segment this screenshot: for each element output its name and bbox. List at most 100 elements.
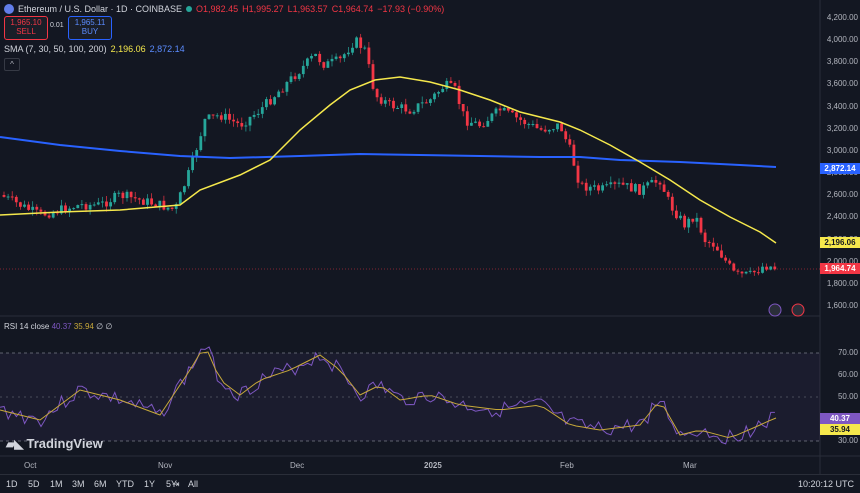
candle-body xyxy=(383,100,387,104)
candle-body xyxy=(547,129,551,132)
timeframe-button[interactable]: All xyxy=(188,479,199,489)
candle-body xyxy=(539,128,543,130)
candle-body xyxy=(580,182,584,184)
sell-button[interactable]: 1,965.10 SELL xyxy=(4,16,48,40)
candle-body xyxy=(560,123,563,132)
candle-body xyxy=(252,114,256,117)
candle-body xyxy=(203,118,207,137)
candle-body xyxy=(109,202,112,207)
candle-body xyxy=(277,91,281,98)
candle-body xyxy=(232,119,235,122)
ohlc-close: C1,964.74 xyxy=(331,4,374,14)
candle-body xyxy=(392,100,395,109)
candle-body xyxy=(289,76,293,82)
sma-legend[interactable]: SMA (7, 30, 50, 100, 200) 2,196.06 2,872… xyxy=(4,44,185,54)
candle-body xyxy=(474,121,477,123)
candle-body xyxy=(199,136,203,151)
candle-body xyxy=(658,182,662,185)
buy-price: 1,965.11 xyxy=(74,18,106,27)
candle-body xyxy=(150,198,153,205)
price-axis-tick: 3,800.00 xyxy=(826,57,858,67)
tradingview-logo: ▰◣ TradingView xyxy=(6,436,103,451)
candle-body xyxy=(388,100,391,102)
symbol-title[interactable]: Ethereum / U.S. Dollar · 1D · COINBASE xyxy=(18,4,183,14)
candle-body xyxy=(88,204,92,210)
candle-body xyxy=(92,204,96,206)
candle-body xyxy=(765,266,768,270)
candle-body xyxy=(142,199,145,205)
candle-body xyxy=(527,124,531,126)
timeframe-button[interactable]: 1M xyxy=(50,479,63,489)
candle-body xyxy=(552,129,555,131)
candle-body xyxy=(117,192,121,194)
candle-body xyxy=(359,37,363,48)
candle-body xyxy=(494,108,498,114)
candle-body xyxy=(609,182,613,185)
candle-body xyxy=(642,185,645,195)
price-chart[interactable] xyxy=(0,0,860,474)
candle-body xyxy=(162,200,166,210)
candle-body xyxy=(617,182,621,184)
candle-body xyxy=(769,266,773,270)
rsi-axis-tick: 70.00 xyxy=(837,348,858,357)
candle-body xyxy=(166,207,170,210)
candle-body xyxy=(699,217,703,233)
clock[interactable]: 10:20:12 UTC xyxy=(797,479,854,489)
rsi-value-2: 35.94 xyxy=(73,322,94,331)
candle-body xyxy=(47,215,51,218)
time-axis-label: 2025 xyxy=(424,461,442,470)
timeframe-button[interactable]: 5Y xyxy=(166,479,178,489)
rsi-legend[interactable]: RSI 14 close 40.37 35.94 ∅ ∅ xyxy=(4,322,112,331)
price-axis-tick: 4,000.00 xyxy=(826,35,858,45)
candles-group xyxy=(2,33,777,278)
date-range-icon[interactable]: ⇥ xyxy=(172,479,180,489)
candle-body xyxy=(105,201,108,207)
candle-body xyxy=(498,108,502,111)
rsi-ma-line xyxy=(0,351,777,439)
candle-body xyxy=(728,260,732,264)
timeframe-button[interactable]: 6M xyxy=(94,479,107,489)
candle-body xyxy=(379,97,383,104)
candle-body xyxy=(408,111,412,114)
candle-body xyxy=(716,246,719,251)
candle-body xyxy=(2,195,6,197)
candle-body xyxy=(564,131,568,140)
timeframe-button[interactable]: 5D xyxy=(28,479,40,489)
candle-body xyxy=(597,185,600,191)
sma200-price-tag: 2,872.14 xyxy=(820,163,860,174)
candle-body xyxy=(215,115,219,117)
buy-button[interactable]: 1,965.11 BUY xyxy=(68,16,112,40)
timeframe-button[interactable]: YTD xyxy=(116,479,134,489)
candle-body xyxy=(60,205,63,214)
candle-body xyxy=(35,206,39,210)
candle-body xyxy=(334,56,338,59)
candle-body xyxy=(490,113,494,121)
price-axis-tick: 3,000.00 xyxy=(826,145,858,155)
timeframe-button[interactable]: 1Y xyxy=(144,479,156,489)
candle-body xyxy=(14,196,18,203)
candle-body xyxy=(338,56,342,59)
candle-body xyxy=(461,104,465,112)
candle-body xyxy=(687,218,691,228)
candle-body xyxy=(322,62,326,68)
time-axis-label: Feb xyxy=(560,461,574,470)
candle-body xyxy=(662,184,666,192)
candle-body xyxy=(396,108,399,110)
candle-body xyxy=(170,207,174,209)
candle-body xyxy=(256,113,260,115)
candle-body xyxy=(683,215,686,228)
rsi-tag-1: 40.37 xyxy=(820,413,860,424)
timeframe-button[interactable]: 3M xyxy=(72,479,85,489)
collapse-legend-button[interactable]: ^ xyxy=(4,58,20,71)
candle-body xyxy=(605,184,609,186)
price-axis-tick: 1,600.00 xyxy=(826,300,858,310)
candle-body xyxy=(326,61,330,68)
candle-body xyxy=(125,191,129,199)
price-axis-tick: 2,600.00 xyxy=(826,190,858,200)
price-axis-tick: 2,000.00 xyxy=(826,256,858,266)
candle-body xyxy=(457,85,461,105)
candle-body xyxy=(732,263,736,271)
candle-body xyxy=(506,107,510,111)
timeframe-button[interactable]: 1D xyxy=(6,479,18,489)
candle-body xyxy=(707,242,711,244)
